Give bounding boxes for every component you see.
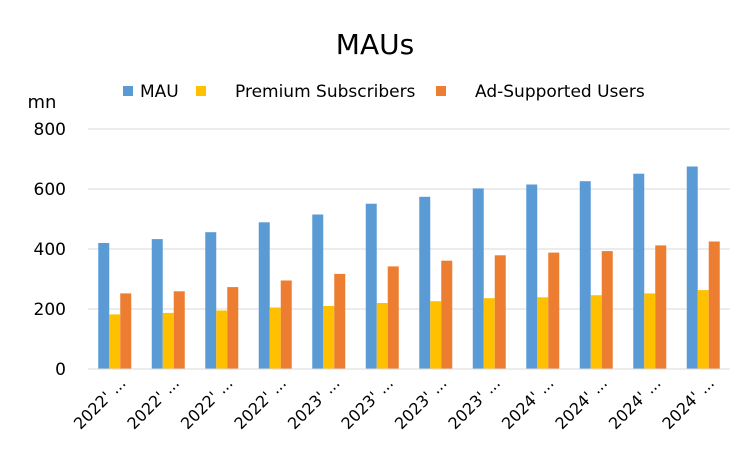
legend-label: MAU — [140, 82, 179, 102]
chart-title: MAUs — [336, 28, 414, 61]
y-tick-label: 400 — [34, 240, 66, 260]
bar — [173, 291, 185, 369]
bar — [376, 303, 388, 369]
bar — [216, 310, 228, 369]
bar — [227, 287, 239, 369]
bar — [419, 196, 431, 369]
x-tick-label: 2023' ... — [391, 373, 451, 433]
x-tick-label: 2022' ... — [123, 373, 183, 433]
bar — [430, 301, 442, 369]
x-tick-label: 2024' ... — [498, 373, 558, 433]
bar — [120, 293, 132, 369]
legend: MAU Premium Subscribers Ad-Supported Users — [123, 82, 645, 102]
bar — [280, 280, 292, 369]
y-axis: 0 200 400 600 800 — [34, 120, 66, 380]
bar — [98, 243, 110, 369]
series-2 — [120, 241, 720, 369]
bar — [494, 255, 506, 369]
bar — [441, 260, 453, 369]
bar — [334, 273, 346, 369]
bar — [526, 184, 538, 369]
x-tick-label: 2022' ... — [230, 373, 290, 433]
legend-label: Ad-Supported Users — [475, 82, 645, 102]
bar — [312, 214, 324, 369]
bar — [269, 307, 281, 369]
series-1 — [109, 290, 709, 369]
y-tick-label: 200 — [34, 300, 66, 320]
x-tick-label: 2024' ... — [551, 373, 611, 433]
bar — [708, 241, 720, 369]
legend-label: Premium Subscribers — [235, 82, 416, 102]
bar — [387, 266, 399, 369]
x-tick-label: 2022' ... — [177, 373, 237, 433]
x-axis: 2022' ...2022' ...2022' ...2022' ...2023… — [70, 373, 718, 433]
x-tick-label: 2023' ... — [444, 373, 504, 433]
x-tick-label: 2024' ... — [605, 373, 665, 433]
legend-swatch — [196, 86, 206, 96]
legend-swatch — [436, 86, 446, 96]
bar — [548, 252, 560, 369]
bar — [472, 188, 484, 369]
y-tick-label: 600 — [34, 180, 66, 200]
bar — [601, 251, 613, 369]
bar — [365, 203, 377, 369]
x-tick-label: 2022' ... — [70, 373, 130, 433]
gridlines — [88, 128, 730, 310]
x-tick-label: 2023' ... — [284, 373, 344, 433]
y-axis-unit-label: mn — [28, 92, 57, 113]
y-tick-label: 800 — [34, 120, 66, 140]
bar — [205, 232, 217, 369]
bar — [644, 293, 656, 369]
bar — [323, 306, 335, 369]
bar — [633, 173, 645, 369]
bar — [537, 297, 549, 369]
bar — [162, 312, 174, 369]
bar — [151, 239, 163, 369]
bar — [697, 290, 709, 369]
y-tick-label: 0 — [55, 360, 66, 380]
bar — [483, 298, 495, 369]
bars — [98, 166, 720, 369]
bar — [109, 314, 121, 369]
legend-swatch — [123, 86, 133, 96]
x-tick-label: 2023' ... — [337, 373, 397, 433]
bar — [686, 166, 698, 369]
bar — [258, 222, 270, 369]
series-0 — [98, 166, 698, 369]
x-tick-label: 2024' ... — [658, 373, 718, 433]
bar — [579, 181, 591, 369]
bar — [655, 245, 667, 369]
bar — [590, 295, 602, 369]
